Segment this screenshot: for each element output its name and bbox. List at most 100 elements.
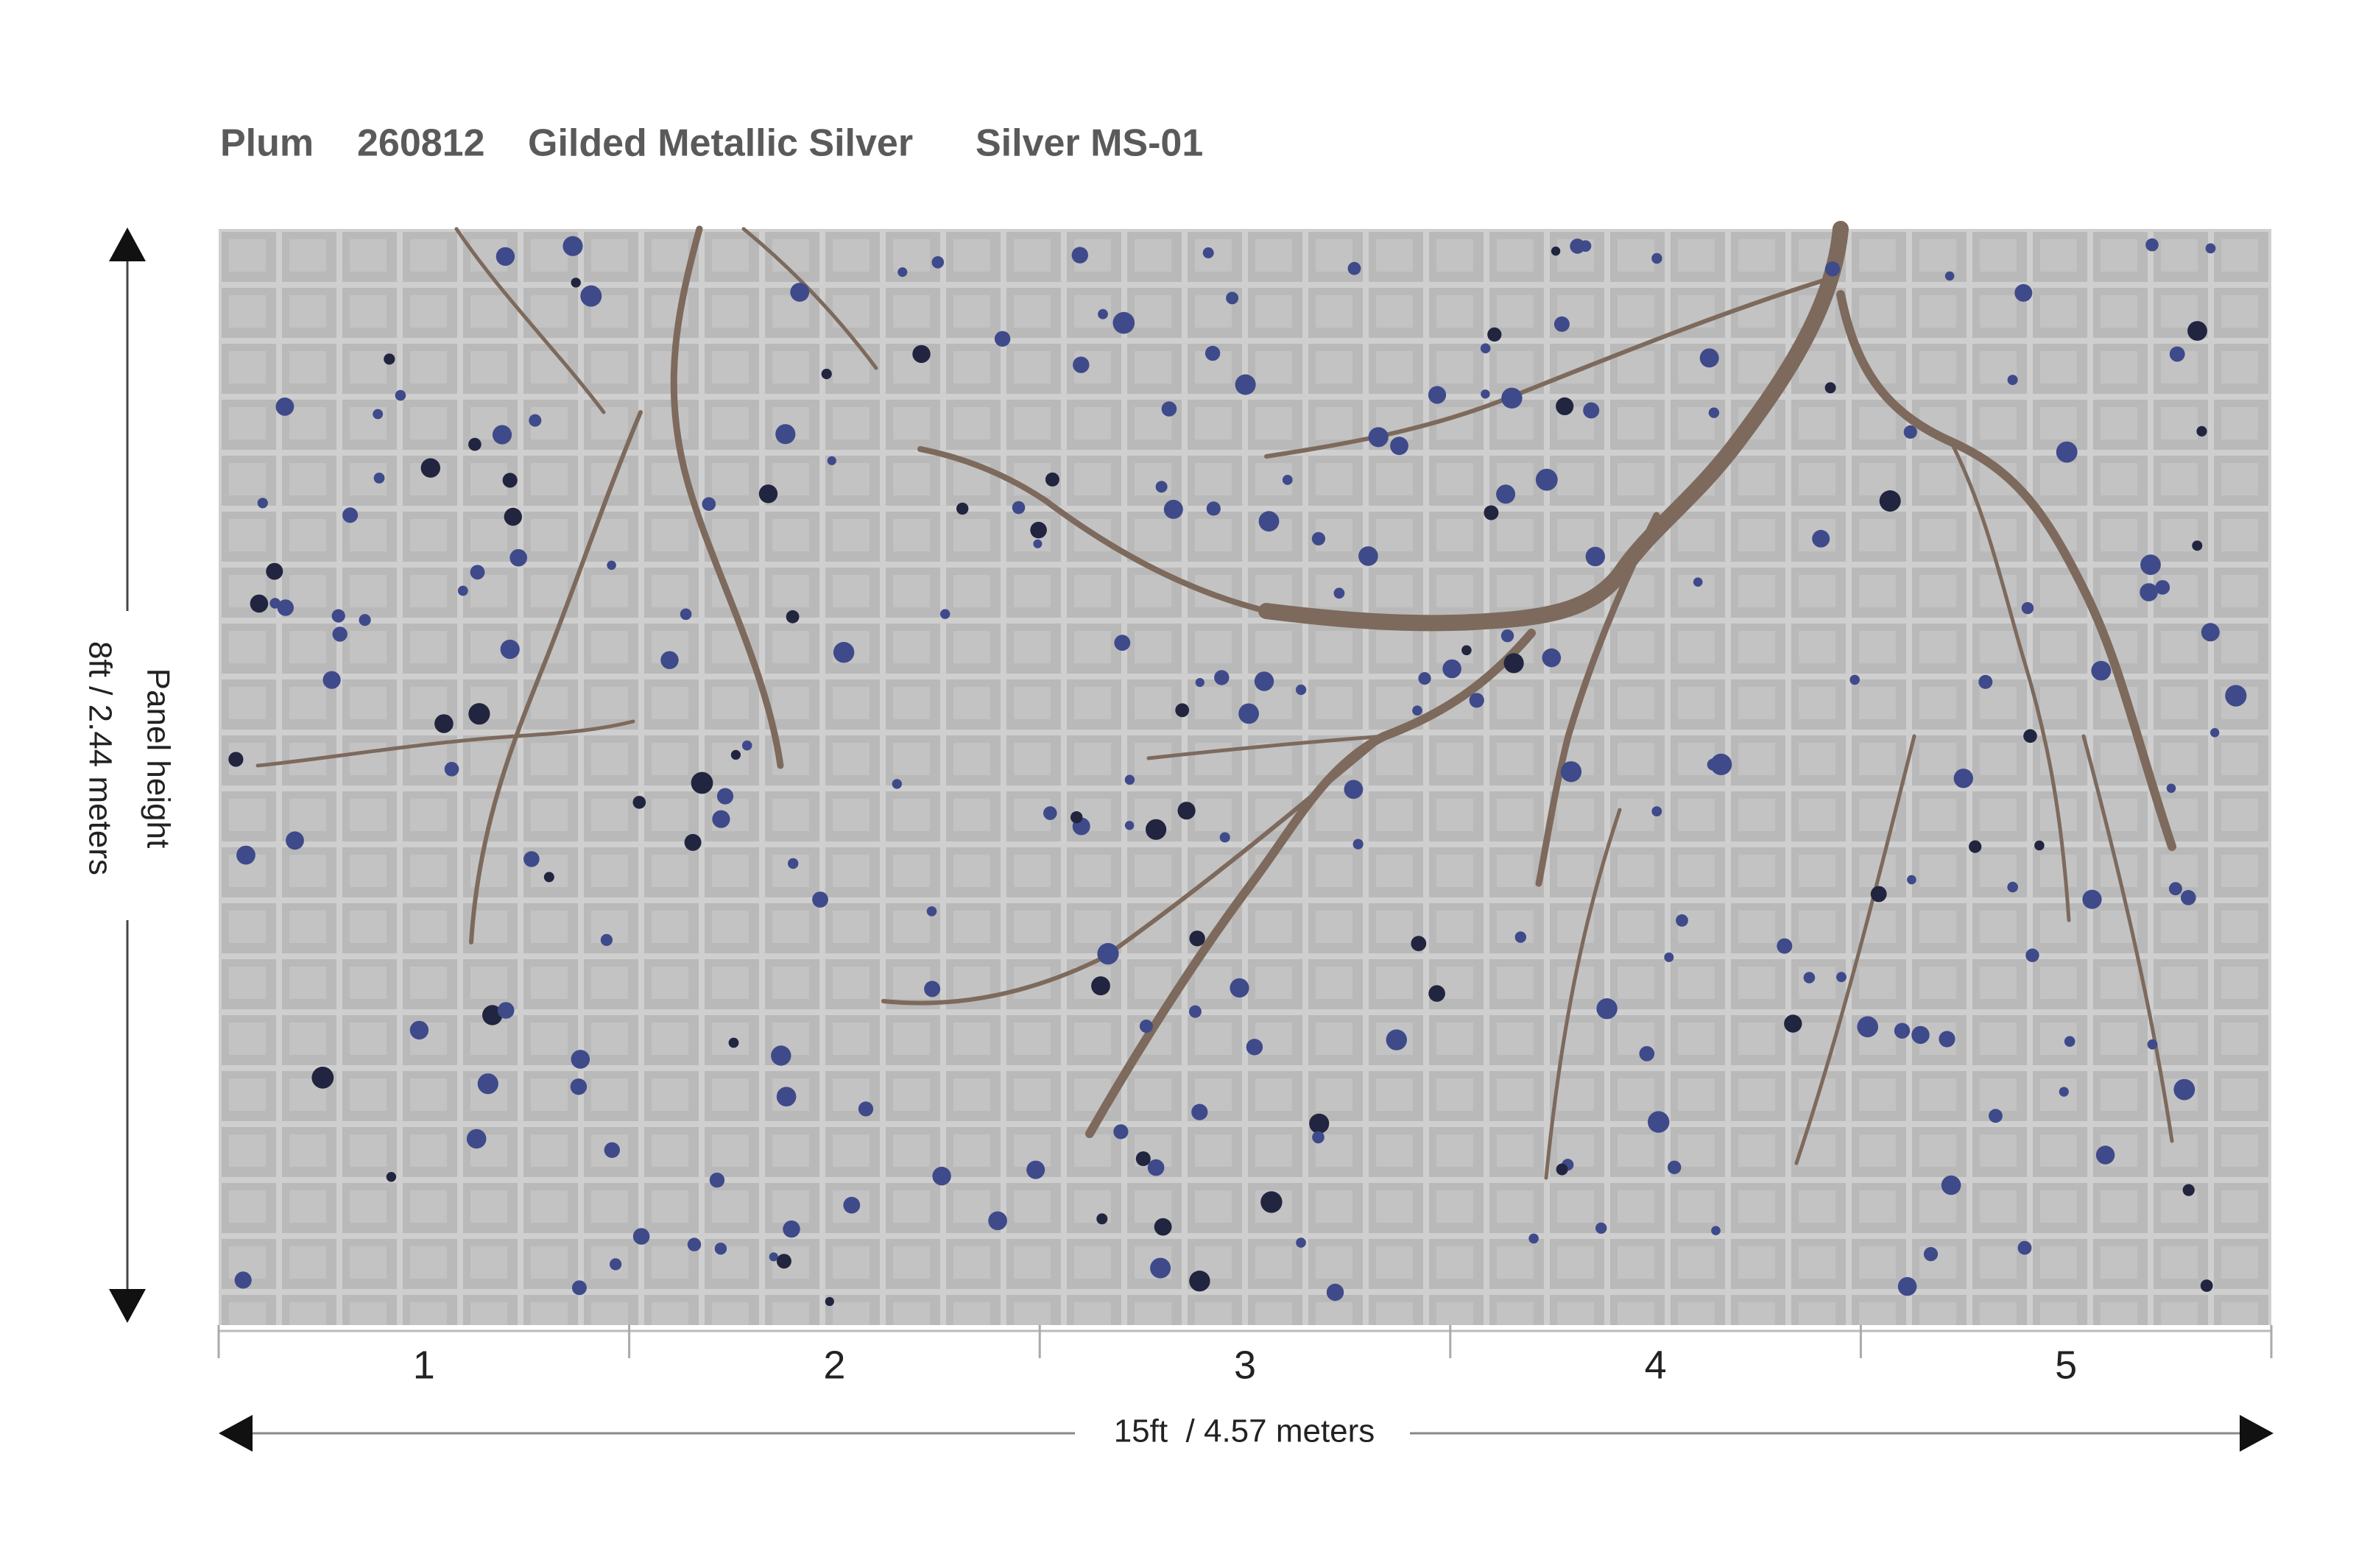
blossom <box>788 858 799 869</box>
blossom <box>1146 819 1167 840</box>
blossom <box>502 473 518 488</box>
blossom <box>1870 886 1887 903</box>
blossom <box>1542 648 1562 668</box>
blossom <box>2168 882 2182 896</box>
blossom <box>2155 580 2170 595</box>
finish: Gilded Metallic Silver <box>528 122 913 165</box>
blossom <box>924 981 941 997</box>
blossom <box>1043 806 1057 820</box>
blossom <box>236 845 255 865</box>
blossom <box>926 906 937 917</box>
blossom <box>1333 587 1345 599</box>
blossom <box>1487 327 1502 342</box>
blossom <box>1195 678 1205 688</box>
blossom <box>812 891 828 908</box>
panel-number: 4 <box>1645 1343 1667 1387</box>
blossom <box>359 614 371 626</box>
blossom <box>632 1228 650 1245</box>
blossom <box>1188 1005 1202 1018</box>
blossom <box>1254 671 1274 691</box>
blossom <box>1219 832 1230 843</box>
blossom <box>1226 292 1239 305</box>
blossom <box>610 1258 622 1271</box>
blossom <box>580 285 602 307</box>
blossom <box>1012 501 1026 515</box>
blossom <box>632 796 646 809</box>
blossom <box>332 626 348 642</box>
blossom <box>2140 583 2158 601</box>
blossom <box>2187 321 2207 341</box>
blossom <box>1296 684 1307 696</box>
blossom <box>2200 1279 2213 1292</box>
blossom <box>1214 670 1230 685</box>
mural-preview <box>219 221 2271 1325</box>
blossom <box>1849 674 1860 685</box>
blossom <box>940 609 950 619</box>
blossom <box>1556 397 1574 416</box>
blossom <box>2014 283 2033 302</box>
blossom <box>1428 985 1445 1002</box>
blossom <box>691 771 713 794</box>
blossom <box>1238 703 1259 724</box>
blossom <box>1894 1023 1911 1039</box>
blossom <box>2182 1184 2195 1196</box>
blossom <box>1676 914 1688 927</box>
blossom <box>1296 1237 1306 1248</box>
blossom <box>1699 348 1719 368</box>
blossom <box>1258 511 1280 532</box>
blossom <box>509 548 527 567</box>
blossom <box>1412 705 1422 716</box>
blossom <box>1824 261 1841 277</box>
blossom <box>1989 1109 2003 1123</box>
blossom <box>277 599 294 616</box>
blossom <box>1711 1226 1721 1235</box>
blossom <box>1418 672 1431 685</box>
blossom <box>275 398 294 416</box>
blossom <box>1693 577 1703 587</box>
panel-number: 5 <box>2055 1343 2077 1387</box>
blossom <box>600 933 613 946</box>
blossom <box>1777 938 1793 954</box>
blossom <box>775 424 796 445</box>
blossom <box>571 1280 587 1296</box>
blossom <box>702 497 716 511</box>
blossom <box>1154 1218 1172 1236</box>
blossom <box>571 1050 590 1069</box>
blossom <box>234 1271 252 1289</box>
blossom <box>1897 1276 1917 1296</box>
blossom <box>2181 890 2196 905</box>
blossom <box>1191 1103 1208 1120</box>
blossom <box>912 345 931 364</box>
blossom <box>1596 998 1618 1020</box>
blossom <box>311 1067 334 1089</box>
blossom <box>1461 645 1472 656</box>
blossom <box>1551 246 1561 256</box>
blossom <box>2201 623 2220 642</box>
blossom <box>457 585 468 596</box>
blossom <box>827 456 836 465</box>
blossom <box>1312 1131 1325 1144</box>
blossom <box>543 872 554 883</box>
blossom <box>420 458 440 478</box>
blossom <box>712 810 730 828</box>
blossom <box>1368 427 1389 448</box>
blossom <box>1941 1175 1961 1196</box>
blossom <box>2034 840 2045 851</box>
blossom <box>570 1078 588 1095</box>
blossom <box>1071 247 1089 264</box>
blossom <box>1390 437 1408 456</box>
blossom <box>604 1142 620 1159</box>
blossom <box>1124 774 1135 785</box>
blossom <box>1135 1151 1151 1166</box>
blossom <box>1514 931 1526 943</box>
blossom <box>492 425 512 445</box>
blossom <box>2095 1145 2115 1165</box>
blossom <box>1556 1163 1568 1176</box>
blossom <box>821 368 832 380</box>
blossom <box>1246 1039 1263 1056</box>
blossom <box>342 507 359 523</box>
blossom <box>1150 1257 1171 1279</box>
panel-scale: 1 2 3 4 5 <box>217 1325 2273 1387</box>
blossom <box>2173 1078 2195 1101</box>
blossoms <box>228 236 2247 1307</box>
